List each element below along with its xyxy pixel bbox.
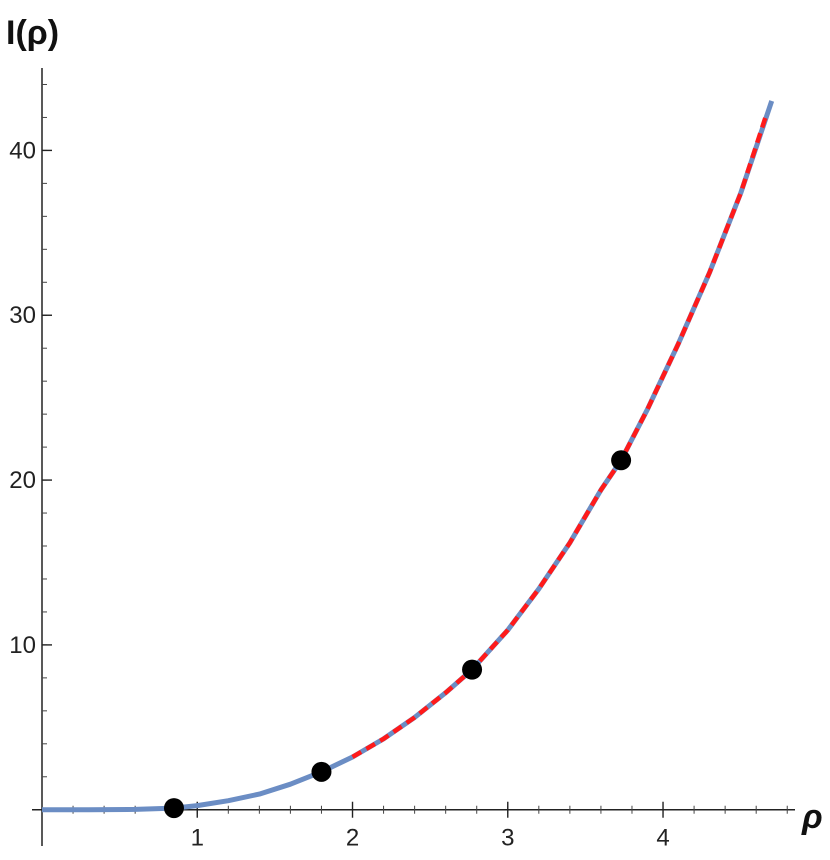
- data-point: [462, 659, 483, 680]
- x-tick-label: 2: [346, 825, 359, 852]
- points-layer: [163, 450, 632, 819]
- x-tick-label: 4: [656, 825, 669, 852]
- x-tick-labels: 1 2 3 4: [191, 825, 670, 852]
- y-tick-label: 10: [9, 632, 36, 659]
- x-tick-label: 3: [501, 825, 514, 852]
- y-axis-title: I(ρ): [6, 14, 59, 52]
- y-tick-labels: 10 20 30 40: [9, 137, 36, 658]
- data-curve: [42, 100, 775, 813]
- fit-curve-dashed: [351, 111, 770, 759]
- y-tick-label: 30: [9, 302, 36, 329]
- x-tick-label: 1: [191, 825, 204, 852]
- x-axis-title: ρ: [801, 798, 823, 836]
- data-point: [611, 450, 632, 471]
- axes: [32, 68, 795, 846]
- series-layer: [42, 100, 775, 813]
- data-point: [163, 798, 184, 819]
- y-tick-label: 20: [9, 467, 36, 494]
- y-tick-label: 40: [9, 137, 36, 164]
- data-point: [311, 761, 332, 782]
- y-major-ticks: [42, 149, 52, 646]
